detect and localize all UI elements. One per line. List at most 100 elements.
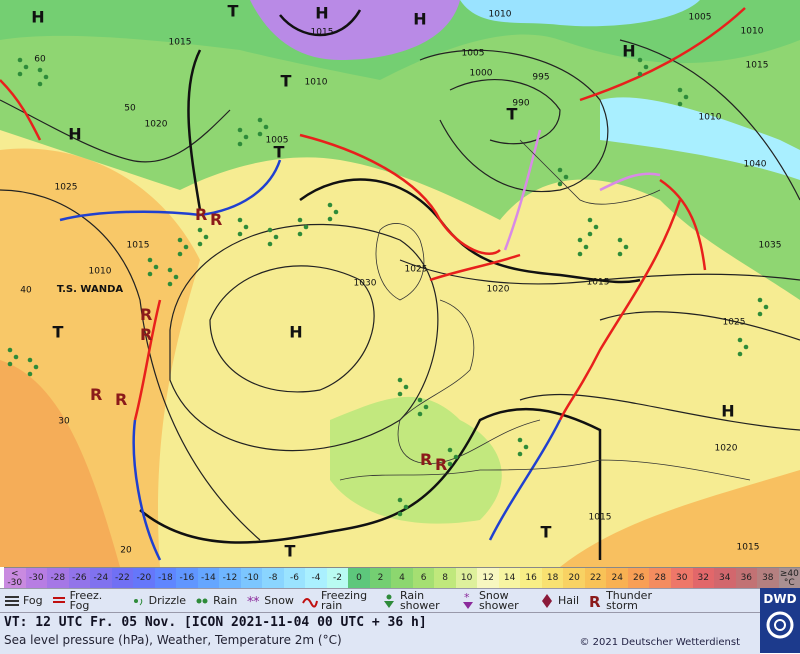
legend-item: Rain — [190, 589, 241, 613]
pressure-center: H — [622, 42, 635, 61]
mild-area — [330, 396, 502, 524]
occlusion — [599, 172, 661, 192]
map-label: 1035 — [759, 241, 782, 251]
pressure-center: T — [285, 542, 296, 561]
scale-cell: 26 — [627, 568, 650, 589]
scale-cell: 38 — [757, 568, 779, 589]
rain-symbol — [623, 244, 629, 250]
rain-symbol — [183, 244, 189, 250]
rain-symbol — [593, 224, 599, 230]
rain-symbol — [7, 347, 13, 353]
rain-symbol — [757, 311, 763, 317]
rain-symbol — [237, 231, 243, 237]
map-label: 1025 — [55, 183, 78, 193]
scale-cell: -16 — [176, 568, 198, 589]
warm-area — [560, 470, 800, 567]
legend-icon — [302, 598, 318, 608]
footer: VT: 12 UTC Fr. 05 Nov. [ICON 2021-11-04 … — [0, 612, 760, 654]
valid-time: VT: 12 UTC Fr. 05 Nov. [ICON 2021-11-04 … — [4, 615, 427, 630]
cold-area — [250, 0, 460, 60]
pressure-center: H — [68, 125, 81, 144]
legend-label: Hail — [557, 594, 580, 607]
rain-symbol — [417, 411, 423, 417]
scale-cell: -10 — [240, 568, 263, 589]
scale-cell: 14 — [498, 568, 521, 589]
scale-cell: -2 — [326, 568, 349, 589]
pressure-center: T — [274, 143, 285, 162]
pressure-center: T — [281, 72, 292, 91]
rain-symbol — [327, 202, 333, 208]
map-label: 1015 — [311, 28, 334, 38]
rain-symbol — [677, 87, 683, 93]
rain-symbol — [43, 74, 49, 80]
map-label: 1005 — [266, 136, 289, 146]
scale-cell: 22 — [584, 568, 607, 589]
scale-cell: -14 — [197, 568, 220, 589]
rain-symbol — [17, 71, 23, 77]
map-label: 1040 — [744, 160, 767, 170]
rain-symbol — [397, 511, 403, 517]
scale-cell: 32 — [692, 568, 715, 589]
rain-symbol — [237, 217, 243, 223]
rain-symbol — [637, 57, 643, 63]
rain-symbol — [273, 234, 279, 240]
rain-symbol — [267, 241, 273, 247]
scale-cell: -6 — [283, 568, 306, 589]
map-label: 60 — [34, 55, 46, 65]
rain-symbol — [297, 217, 303, 223]
map-label: 1010 — [741, 27, 764, 37]
legend-label: Thunder storm — [606, 589, 652, 612]
pressure-center: T — [541, 523, 552, 542]
trough — [187, 49, 202, 211]
map-label: 30 — [58, 417, 70, 427]
scale-cell: 30 — [670, 568, 693, 589]
legend-icon — [52, 597, 65, 603]
scale-cell: 16 — [520, 568, 542, 589]
thunderstorm-symbol: R — [140, 325, 152, 344]
legend-icon — [383, 594, 394, 608]
rain-symbol — [447, 447, 453, 453]
legend-item: R Thunder storm — [583, 589, 662, 613]
rain-symbol — [643, 64, 649, 70]
rain-symbol — [737, 337, 743, 343]
thunderstorm-symbol: R — [115, 390, 127, 409]
warm-area — [0, 360, 120, 567]
cold-front — [59, 159, 282, 222]
legend-label: Snow shower — [478, 589, 519, 612]
map-label: 50 — [124, 104, 136, 114]
rain-symbol — [13, 354, 19, 360]
rain-symbol — [557, 181, 563, 187]
rain-symbol — [447, 461, 453, 467]
map-label: 1015 — [169, 38, 192, 48]
warm-front — [299, 133, 501, 255]
legend-icon — [541, 594, 552, 608]
scale-cell: 18 — [541, 568, 564, 589]
cold-front — [488, 419, 562, 541]
scale-cell: 0 — [348, 568, 370, 589]
isobar — [519, 393, 800, 431]
rain-symbol — [403, 504, 409, 510]
scale-cell: 10 — [455, 568, 478, 589]
scale-cell: 2 — [369, 568, 392, 589]
occlusion — [503, 129, 542, 251]
isobar — [0, 99, 231, 163]
rain-symbol — [27, 357, 33, 363]
rain-symbol — [743, 344, 749, 350]
scale-cell: -28 — [47, 568, 69, 589]
isobar — [0, 189, 261, 541]
thunderstorm-symbol: R — [140, 305, 152, 324]
scale-cell: -18 — [154, 568, 177, 589]
rain-symbol — [637, 71, 643, 77]
map-label: 1020 — [487, 285, 510, 295]
pressure-center: T — [53, 323, 64, 342]
rain-symbol — [333, 209, 339, 215]
thunderstorm-symbol: R — [210, 210, 222, 229]
rain-symbol — [397, 497, 403, 503]
legend-item: Rain shower — [377, 589, 456, 613]
svg-text:*: * — [464, 593, 470, 604]
rain-symbol — [203, 234, 209, 240]
map-label: 1030 — [354, 279, 377, 289]
rain-symbol — [167, 281, 173, 287]
pressure-center: H — [289, 323, 302, 342]
